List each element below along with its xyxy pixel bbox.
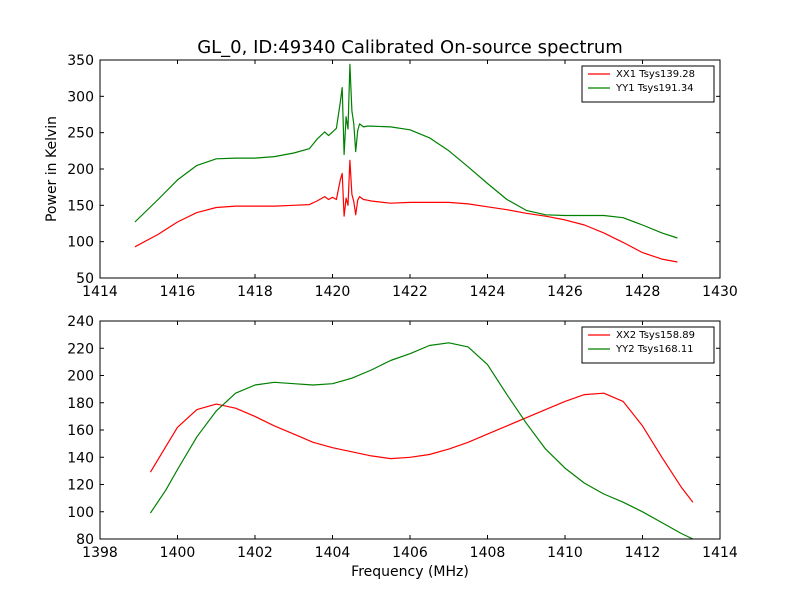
y-tick-label: 350 [67, 53, 94, 69]
bottom-panel: 1398 1400 1402 1404 1406 1408 1410 1412 1414 80 10… [67, 314, 738, 580]
legend-label: XX2 Tsys158.89 [616, 330, 695, 341]
x-tick-label: 1414 [82, 284, 118, 300]
x-tick-label: 1414 [702, 545, 738, 561]
x-tick-label: 1398 [82, 545, 118, 561]
legend-label: YY2 Tsys168.11 [615, 344, 694, 355]
series-line-1 [149, 392, 694, 503]
x-tick-label: 1422 [392, 284, 428, 300]
y-tick-label: 160 [67, 423, 94, 439]
x-tick-label: 1424 [470, 284, 506, 300]
x-tick-label: 1400 [160, 545, 196, 561]
legend-box [581, 65, 715, 103]
y-tick-label: 180 [67, 396, 94, 412]
x-tick-label: 1412 [625, 545, 661, 561]
series-line-1 [134, 159, 678, 263]
y-tick-label: 200 [67, 369, 94, 385]
x-tick-label: 1418 [237, 284, 273, 300]
figure-title: GL_0, ID:49340 Calibrated On-source spec… [197, 37, 623, 58]
y-tick-label: 120 [67, 478, 94, 494]
legend-box [581, 326, 715, 364]
y-tick-label: 220 [67, 341, 94, 357]
y-axis-label: Power in Kelvin [44, 116, 60, 222]
x-tick-label: 1420 [315, 284, 351, 300]
x-tick-label: 1404 [315, 545, 351, 561]
legend-label: XX1 Tsys139.28 [616, 69, 695, 80]
y-tick-label: 150 [67, 198, 94, 214]
x-tick-label: 1406 [392, 545, 428, 561]
x-tick-label: 1408 [470, 545, 506, 561]
y-tick-label: 80 [76, 532, 94, 548]
legend-label: YY1 Tsys191.34 [615, 83, 694, 94]
x-tick-label: 1416 [160, 284, 196, 300]
y-tick-label: 140 [67, 450, 94, 466]
y-tick-label: 200 [67, 162, 94, 178]
y-tick-label: 250 [67, 126, 94, 142]
x-tick-label: 1428 [625, 284, 661, 300]
y-tick-label: 100 [67, 235, 94, 251]
x-axis-label: Frequency (MHz) [351, 564, 469, 580]
x-tick-label: 1430 [702, 284, 738, 300]
y-tick-label: 50 [76, 271, 94, 287]
x-tick-label: 1402 [237, 545, 273, 561]
series-line-2 [134, 63, 678, 239]
series-line-2 [149, 342, 694, 540]
x-tick-label: 1426 [547, 284, 583, 300]
top-panel: 1414 1416 1418 1420 1422 1424 1426 1428 1430 50 10… [44, 53, 738, 300]
y-tick-label: 300 [67, 89, 94, 105]
y-tick-label: 240 [67, 314, 94, 330]
y-tick-label: 100 [67, 505, 94, 521]
x-tick-label: 1410 [547, 545, 583, 561]
